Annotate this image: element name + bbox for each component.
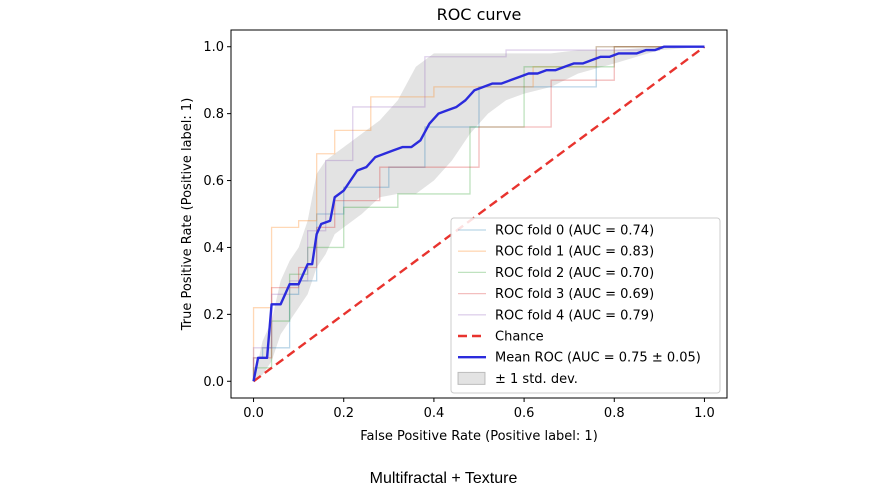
roc-fold-1-line <box>252 46 705 382</box>
x-tick-label: 0.2 <box>333 406 354 421</box>
roc-fold-4-line <box>252 46 705 382</box>
legend-label: ROC fold 0 (AUC = 0.74) <box>495 224 654 239</box>
chance-line <box>252 45 706 383</box>
roc-fold-0-line <box>252 46 705 382</box>
x-axis-label: False Positive Rate (Positive label: 1) <box>360 429 598 444</box>
x-tick-label: 0.4 <box>424 406 445 421</box>
x-tick-label: 0.8 <box>604 406 625 421</box>
legend-item-roc-fold-4-auc-0-79: ROC fold 4 (AUC = 0.79) <box>458 308 654 323</box>
legend-item-roc-fold-0-auc-0-74: ROC fold 0 (AUC = 0.74) <box>458 224 654 239</box>
chart-title: ROC curve <box>437 5 522 24</box>
legend-item-roc-fold-3-auc-0-69: ROC fold 3 (AUC = 0.69) <box>458 287 654 302</box>
legend-box <box>450 217 721 394</box>
y-tick-label: 0.8 <box>203 107 224 122</box>
std-dev-band <box>253 46 705 382</box>
y-tick-label: 0.6 <box>203 174 224 189</box>
figure-caption: Multifractal + Texture <box>369 470 518 487</box>
y-axis-label: True Positive Rate (Positive label: 1) <box>180 98 195 332</box>
x-tick-label: 0.0 <box>243 406 264 421</box>
legend-label: ROC fold 1 (AUC = 0.83) <box>495 245 654 260</box>
y-tick-label: 0.0 <box>203 375 224 390</box>
legend-label: ± 1 std. dev. <box>495 372 578 387</box>
plot-frame <box>230 29 728 399</box>
legend-swatch <box>457 371 486 385</box>
y-tick-label: 0.4 <box>203 241 224 256</box>
legend: ROC fold 0 (AUC = 0.74) ROC fold 1 (AUC =… <box>450 217 721 394</box>
legend-label: Mean ROC (AUC = 0.75 ± 0.05) <box>495 351 701 366</box>
legend-label: ROC fold 2 (AUC = 0.70) <box>495 266 654 281</box>
legend-item-roc-fold-1-auc-0-83: ROC fold 1 (AUC = 0.83) <box>458 245 654 260</box>
roc-fold-2-line <box>252 46 705 382</box>
legend-label: ROC fold 4 (AUC = 0.79) <box>495 308 654 323</box>
y-tick-label: 1.0 <box>203 40 224 55</box>
y-tick-label: 0.2 <box>203 308 224 323</box>
legend-item-mean-roc-auc-0-75-0-05: Mean ROC (AUC = 0.75 ± 0.05) <box>458 351 701 366</box>
legend-item-chance: Chance <box>458 330 544 345</box>
legend-label: Chance <box>495 330 544 345</box>
mean-roc-line <box>252 45 705 382</box>
legend-item-1-std-dev: ± 1 std. dev. <box>457 371 578 387</box>
x-tick-label: 0.6 <box>514 406 535 421</box>
legend-label: ROC fold 3 (AUC = 0.69) <box>495 287 654 302</box>
legend-item-roc-fold-2-auc-0-70: ROC fold 2 (AUC = 0.70) <box>458 266 654 281</box>
x-tick-label: 1.0 <box>694 406 715 421</box>
